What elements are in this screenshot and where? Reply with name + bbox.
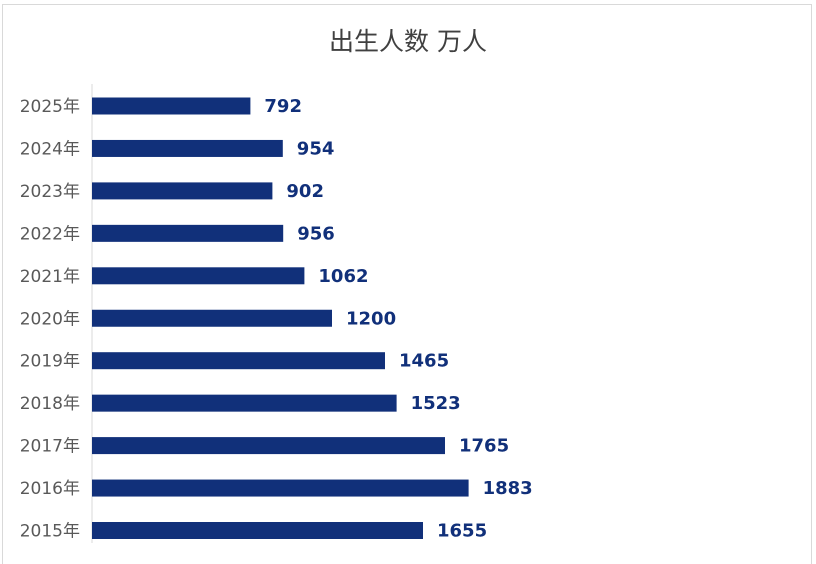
y-tick-label: 2016年	[20, 479, 80, 499]
data-label: 954	[297, 138, 335, 159]
data-label: 1062	[318, 266, 368, 287]
y-tick-label: 2022年	[20, 224, 80, 244]
data-label: 902	[286, 181, 324, 202]
y-tick-label: 2017年	[20, 437, 80, 457]
bar	[92, 224, 284, 242]
data-label: 956	[297, 223, 335, 244]
chart-frame	[2, 4, 812, 564]
data-label: 1523	[411, 393, 461, 414]
bars-group: 2025年 792 2024年 954 2023年 902 2022年 956 2021年 106…	[20, 96, 533, 542]
bar	[92, 394, 397, 412]
y-tick-label: 2018年	[20, 394, 80, 414]
data-label: 1200	[346, 308, 396, 329]
bar	[92, 139, 283, 157]
y-tick-label: 2025年	[20, 97, 80, 117]
bar-chart: 2025年 792 2024年 954 2023年 902 2022年 956 2021年 106…	[20, 84, 533, 543]
bar	[92, 309, 332, 327]
bar	[92, 97, 251, 115]
y-tick-label: 2015年	[20, 522, 80, 542]
bar	[92, 352, 385, 370]
data-label: 1465	[399, 351, 449, 372]
y-tick-label: 2021年	[20, 267, 80, 287]
data-label: 792	[264, 96, 302, 117]
bar	[92, 267, 305, 285]
bar	[92, 182, 273, 200]
data-label: 1655	[437, 521, 487, 542]
bar	[92, 522, 423, 539]
data-label: 1765	[459, 436, 509, 457]
chart-title: 出生人数 万人	[329, 27, 487, 56]
bar	[92, 437, 445, 455]
y-tick-label: 2019年	[20, 352, 80, 372]
data-label: 1883	[483, 478, 533, 499]
y-tick-label: 2024年	[20, 139, 80, 159]
y-tick-label: 2020年	[20, 309, 80, 329]
bar	[92, 479, 469, 497]
y-tick-label: 2023年	[20, 182, 80, 202]
